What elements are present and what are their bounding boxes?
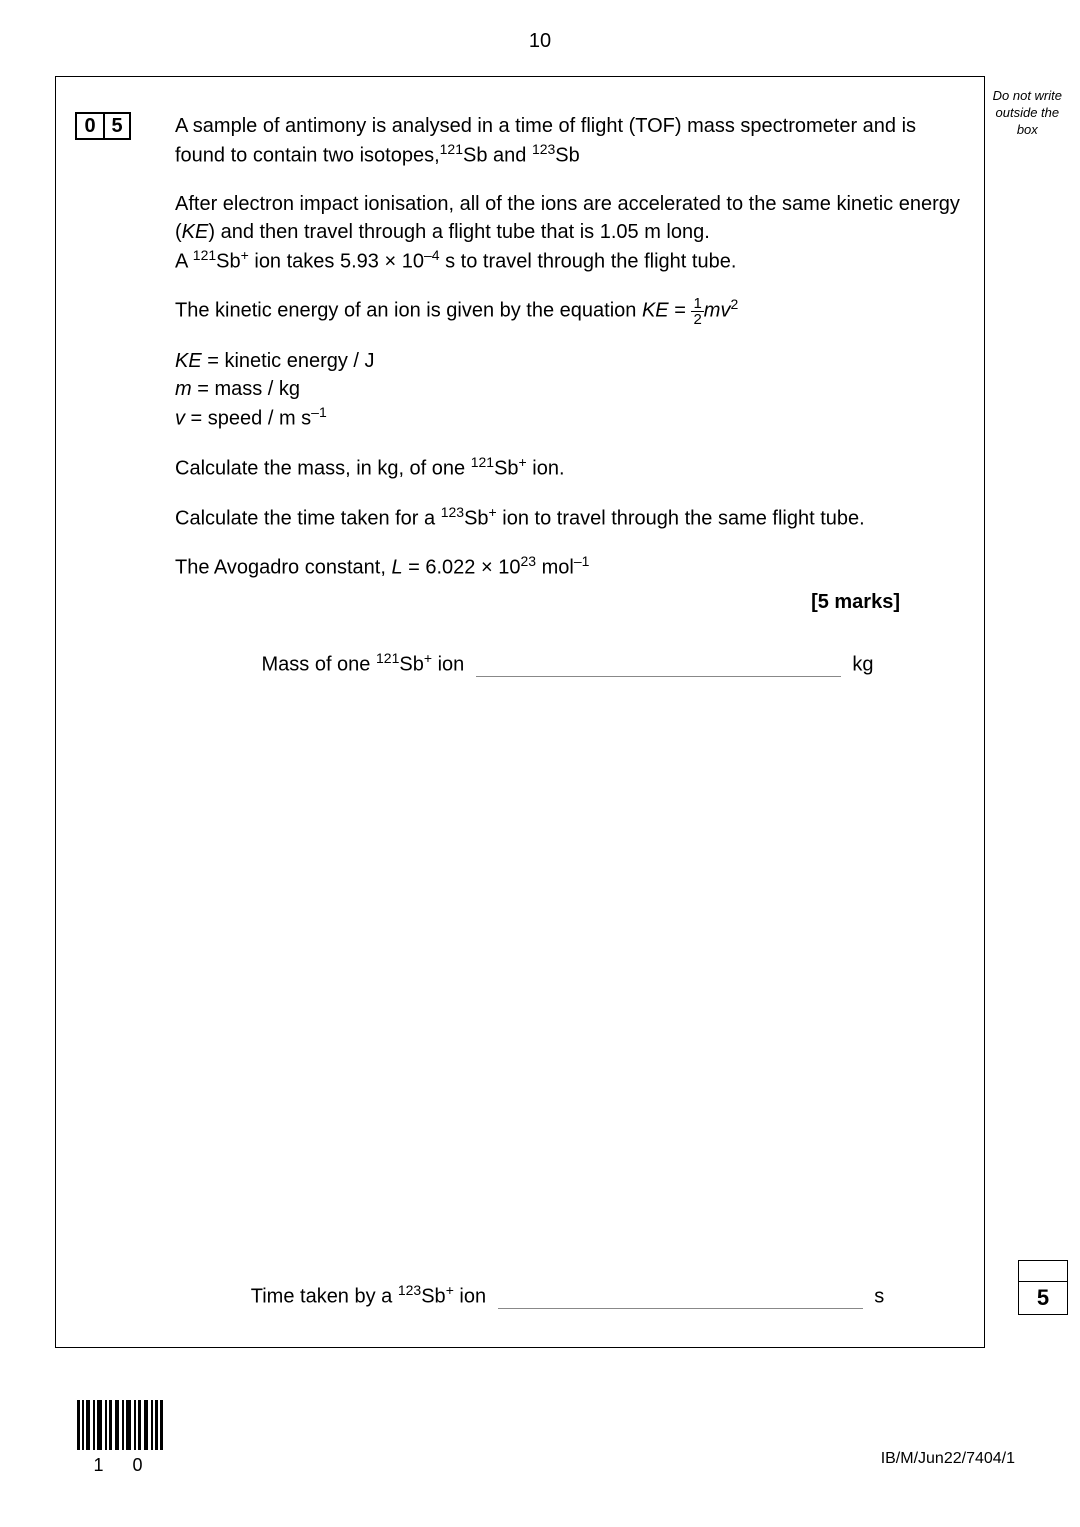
barcode: 1 0 — [75, 1400, 165, 1470]
footer-reference: IB/M/Jun22/7404/1 — [881, 1450, 1015, 1468]
calc-1: Calculate the mass, in kg, of one 121Sb+… — [175, 453, 960, 483]
barcode-number: 1 0 — [75, 1455, 165, 1476]
score-box-value: 5 — [1019, 1282, 1067, 1315]
barcode-icon — [75, 1400, 165, 1450]
definitions: KE = kinetic energy / J m = mass / kg v … — [175, 347, 960, 433]
question-number: 0 5 — [75, 112, 131, 140]
calc-2: Calculate the time taken for a 123Sb+ io… — [175, 503, 960, 533]
answer-mass-line: Mass of one 121Sb+ ion kg — [175, 650, 960, 677]
para-2: After electron impact ionisation, all of… — [175, 190, 960, 276]
digit-0: 0 — [75, 112, 103, 140]
margin-line1: Do not write — [993, 88, 1062, 103]
margin-line3: box — [1017, 122, 1038, 137]
page-number: 10 — [529, 30, 551, 53]
answer-time-line: Time taken by a 123Sb+ ion s — [175, 1282, 960, 1309]
avogadro: The Avogadro constant, L = 6.022 × 1023 … — [175, 552, 960, 582]
time-input-line[interactable] — [498, 1289, 863, 1309]
score-box: 5 — [1018, 1260, 1068, 1315]
margin-line2: outside the — [996, 105, 1060, 120]
mass-input-line[interactable] — [476, 657, 841, 677]
para-3: The kinetic energy of an ion is given by… — [175, 295, 960, 327]
para-1: A sample of antimony is analysed in a ti… — [175, 112, 960, 170]
question-body: A sample of antimony is analysed in a ti… — [175, 112, 960, 636]
marks: [5 marks] — [175, 588, 900, 616]
margin-note: Do not write outside the box — [993, 88, 1062, 139]
digit-1: 5 — [103, 112, 131, 140]
score-box-top — [1019, 1261, 1067, 1282]
